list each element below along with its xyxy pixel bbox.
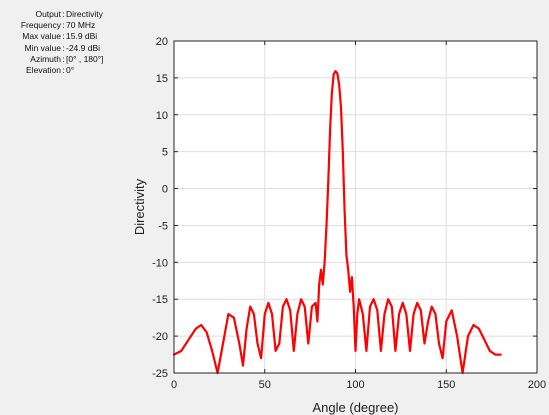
x-tick-label: 150 bbox=[437, 379, 455, 391]
info-value: 15.9 dBi bbox=[66, 31, 98, 42]
x-axis-label: Angle (degree) bbox=[313, 400, 399, 415]
info-key: Elevation bbox=[26, 65, 61, 76]
x-tick-label: 100 bbox=[346, 379, 364, 391]
y-axis-label: Directivity bbox=[132, 178, 147, 235]
y-tick-label: 5 bbox=[162, 147, 168, 159]
info-row-azimuth: Azimuth : [0° , 180°] bbox=[0, 53, 104, 65]
info-key: Max value bbox=[22, 31, 61, 42]
info-row-min-value: Min value : -24.9 dBi bbox=[0, 43, 104, 54]
info-key: Output bbox=[35, 9, 61, 19]
y-tick-label: -20 bbox=[152, 331, 168, 343]
y-tick-label: -10 bbox=[152, 257, 168, 269]
info-panel: Output : Directivity Frequency : 70 MHz … bbox=[0, 9, 104, 76]
y-tick-label: -25 bbox=[152, 368, 168, 380]
x-tick-label: 50 bbox=[259, 379, 271, 391]
y-tick-labels: 20 15 10 5 0 -5 -10 -15 -20 -25 bbox=[152, 36, 168, 380]
info-value: -24.9 dBi bbox=[66, 42, 101, 53]
y-tick-label: 0 bbox=[162, 184, 168, 196]
info-value: Directivity bbox=[66, 9, 103, 19]
info-value: 70 MHz bbox=[66, 20, 96, 31]
series-line bbox=[172, 70, 502, 375]
info-value: [0° , 180°] bbox=[66, 53, 104, 64]
plot-border bbox=[173, 40, 538, 374]
y-tick-label: -15 bbox=[152, 294, 168, 306]
info-row-frequency: Frequency : 70 MHz bbox=[0, 20, 104, 31]
y-tick-label: -5 bbox=[158, 220, 168, 232]
y-tick-label: 20 bbox=[156, 36, 168, 48]
info-row-elevation: Elevation : 0° bbox=[0, 65, 104, 76]
x-tick-labels: 0 50 100 150 200 bbox=[171, 379, 546, 391]
series-group bbox=[172, 70, 502, 375]
info-key: Frequency bbox=[20, 20, 61, 31]
y-tick-label: 10 bbox=[156, 110, 168, 122]
info-key: Azimuth bbox=[30, 53, 61, 64]
info-row-output: Output : Directivity bbox=[0, 9, 104, 20]
y-tick-label: 15 bbox=[156, 73, 168, 85]
x-tick-label: 0 bbox=[171, 379, 177, 391]
info-row-max-value: Max value : 15.9 dBi bbox=[0, 31, 104, 42]
info-value: 0° bbox=[66, 65, 75, 76]
info-key: Min value bbox=[24, 42, 61, 53]
x-tick-label: 200 bbox=[528, 379, 546, 391]
